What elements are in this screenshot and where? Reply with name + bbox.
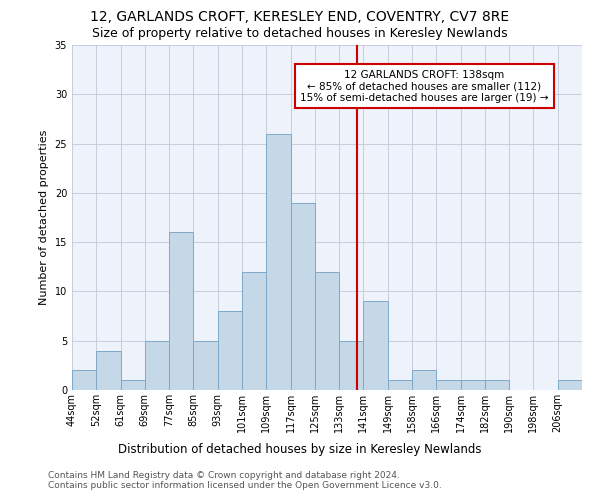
Bar bbox=[436, 380, 461, 390]
Bar bbox=[96, 350, 121, 390]
Text: Contains HM Land Registry data © Crown copyright and database right 2024.: Contains HM Land Registry data © Crown c… bbox=[48, 471, 400, 480]
Text: 12, GARLANDS CROFT, KERESLEY END, COVENTRY, CV7 8RE: 12, GARLANDS CROFT, KERESLEY END, COVENT… bbox=[91, 10, 509, 24]
Bar bbox=[364, 302, 388, 390]
Text: Distribution of detached houses by size in Keresley Newlands: Distribution of detached houses by size … bbox=[118, 442, 482, 456]
Bar bbox=[121, 380, 145, 390]
Bar bbox=[315, 272, 339, 390]
Bar bbox=[388, 380, 412, 390]
Bar bbox=[485, 380, 509, 390]
Y-axis label: Number of detached properties: Number of detached properties bbox=[39, 130, 49, 305]
Bar bbox=[242, 272, 266, 390]
Bar bbox=[193, 340, 218, 390]
Bar bbox=[339, 340, 364, 390]
Bar bbox=[461, 380, 485, 390]
Bar bbox=[558, 380, 582, 390]
Text: Size of property relative to detached houses in Keresley Newlands: Size of property relative to detached ho… bbox=[92, 28, 508, 40]
Bar bbox=[169, 232, 193, 390]
Text: 12 GARLANDS CROFT: 138sqm
← 85% of detached houses are smaller (112)
15% of semi: 12 GARLANDS CROFT: 138sqm ← 85% of detac… bbox=[300, 70, 548, 103]
Bar bbox=[145, 340, 169, 390]
Bar bbox=[412, 370, 436, 390]
Bar bbox=[72, 370, 96, 390]
Bar bbox=[266, 134, 290, 390]
Bar bbox=[290, 202, 315, 390]
Bar bbox=[218, 311, 242, 390]
Text: Contains public sector information licensed under the Open Government Licence v3: Contains public sector information licen… bbox=[48, 481, 442, 490]
